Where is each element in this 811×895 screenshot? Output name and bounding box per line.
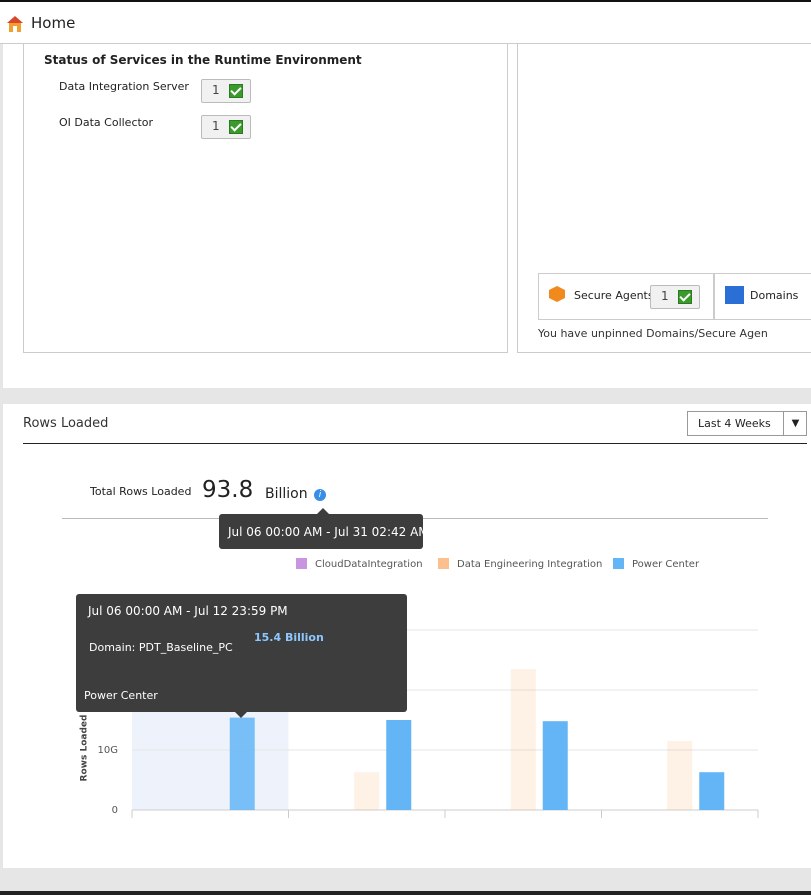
dropdown-arrow[interactable]: ▼	[783, 412, 807, 435]
info-icon[interactable]: i	[314, 489, 326, 501]
services-title: Status of Services in the Runtime Enviro…	[44, 53, 362, 67]
service-badge: 1	[201, 115, 251, 139]
range-tooltip: Jul 06 00:00 AM - Jul 31 02:42 AM	[219, 508, 429, 549]
service-badge: 1	[201, 79, 251, 103]
tooltip-domain: Domain: PDT_Baseline_PC	[89, 641, 233, 654]
legend-label: CloudDataIntegration	[315, 559, 423, 570]
legend-label: Power Center	[632, 559, 700, 570]
bar	[699, 772, 725, 810]
bar	[386, 720, 412, 810]
bar	[354, 772, 380, 810]
divider	[23, 443, 807, 444]
service-count: 1	[212, 83, 220, 97]
top-border	[0, 0, 811, 2]
agent-icon	[549, 286, 565, 302]
services-box	[23, 44, 508, 353]
card-label: Domains	[750, 289, 799, 302]
y-tick-label: 10G	[98, 745, 118, 756]
total-label: Total Rows Loaded	[90, 485, 192, 498]
legend-label: Data Engineering Integration	[457, 559, 602, 570]
check	[229, 120, 243, 134]
total-value: 93.8	[202, 477, 254, 503]
domain-card[interactable]: Domains	[714, 273, 811, 320]
total-unit: Billion	[265, 486, 308, 502]
bottom-border	[0, 891, 811, 895]
legend-swatch	[296, 558, 307, 569]
bar	[229, 717, 255, 810]
period-value: Last 4 Weeks	[698, 417, 771, 430]
legend-swatch	[613, 558, 624, 569]
home-icon[interactable]	[5, 14, 25, 34]
service-name: OI Data Collector	[59, 116, 154, 129]
y-axis-title: Rows Loaded	[80, 715, 90, 782]
bar	[510, 669, 536, 810]
service-name: Data Integration Server	[59, 80, 189, 93]
tooltip-text: Jul 06 00:00 AM - Jul 31 02:42 AM	[228, 525, 429, 539]
bar-tooltip: Jul 06 00:00 AM - Jul 12 23:59 PM Domain…	[76, 594, 407, 718]
tooltip-arrow	[317, 508, 329, 514]
agents-box	[517, 44, 811, 353]
domain-icon	[725, 286, 744, 304]
service-count: 1	[212, 119, 220, 133]
period-dropdown[interactable]: Last 4 Weeks ▼	[687, 411, 807, 436]
check	[678, 290, 692, 304]
y-tick-label: 0	[112, 805, 118, 816]
tooltip-value: 15.4 Billion	[254, 631, 324, 644]
card-label: Secure Agents	[574, 289, 654, 302]
check	[229, 84, 243, 98]
bar	[667, 741, 693, 810]
header-title[interactable]: Home	[31, 14, 76, 32]
header: Home	[0, 2, 811, 44]
card-count: 1	[661, 289, 669, 303]
tooltip-range: Jul 06 00:00 AM - Jul 12 23:59 PM	[88, 604, 288, 618]
section-title: Rows Loaded	[23, 416, 109, 431]
bar	[542, 721, 568, 810]
tooltip-arrow	[235, 712, 247, 718]
agent-card[interactable]: Secure Agents 1	[538, 273, 714, 320]
card-badge: 1	[650, 285, 700, 309]
status-panel: Status of Services in the Runtime Enviro…	[3, 44, 811, 388]
agents-note: You have unpinned Domains/Secure Agents …	[538, 327, 767, 340]
legend-swatch	[438, 558, 449, 569]
tooltip-series: Power Center	[84, 689, 158, 702]
